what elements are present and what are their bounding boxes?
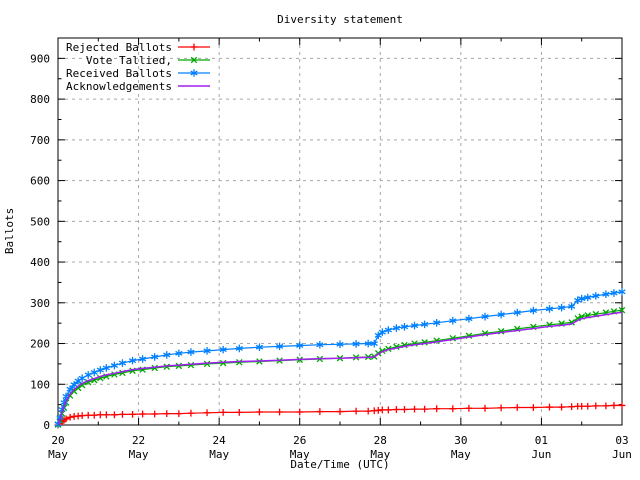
x-tick-label-month: May	[209, 448, 229, 461]
x-tick-label-month: May	[48, 448, 68, 461]
y-tick-label: 900	[30, 52, 50, 65]
chart-title: Diversity statement	[277, 13, 403, 26]
y-tick-label: 500	[30, 215, 50, 228]
x-tick-label-day: 28	[374, 434, 387, 447]
plus-marker-icon	[190, 43, 198, 51]
x-tick-label-month: Jun	[612, 448, 632, 461]
x-tick-label-day: 22	[132, 434, 145, 447]
y-tick-label: 0	[43, 419, 50, 432]
legend-label-rejected-ballots: Rejected Ballots	[66, 41, 172, 54]
x-tick-label-month: May	[129, 448, 149, 461]
x-tick-label-month: Jun	[531, 448, 551, 461]
y-tick-label: 100	[30, 378, 50, 391]
legend-label-acknowledgements: Acknowledgements	[66, 80, 172, 93]
y-tick-label: 700	[30, 134, 50, 147]
series-line-acknowledgements	[57, 311, 623, 425]
x-tick-label-month: May	[370, 448, 390, 461]
y-axis-label: Ballots	[3, 208, 16, 254]
x-tick-label-day: 01	[535, 434, 548, 447]
legend-label-vote-tallied: Vote Tallied,	[86, 54, 172, 67]
x-axis-label: Date/Time (UTC)	[290, 458, 389, 471]
x-tick-label-month: May	[451, 448, 471, 461]
y-tick-label: 400	[30, 256, 50, 269]
y-tick-label: 300	[30, 297, 50, 310]
y-tick-label: 600	[30, 175, 50, 188]
cross-marker-icon	[190, 56, 198, 64]
plot-frame	[57, 37, 623, 426]
x-tick-label-day: 03	[615, 434, 628, 447]
x-tick-label-day: 24	[213, 434, 227, 447]
x-tick-label-day: 30	[454, 434, 467, 447]
y-tick-label: 200	[30, 338, 50, 351]
x-tick-label-day: 20	[51, 434, 64, 447]
asterisk-marker-icon	[190, 69, 198, 77]
y-tick-label: 800	[30, 93, 50, 106]
legend: Rejected Ballots Vote Tallied, Received …	[66, 41, 210, 93]
x-tick-label-day: 26	[293, 434, 306, 447]
legend-label-received-ballots: Received Ballots	[66, 67, 172, 80]
x-tick-label-month: May	[290, 448, 310, 461]
